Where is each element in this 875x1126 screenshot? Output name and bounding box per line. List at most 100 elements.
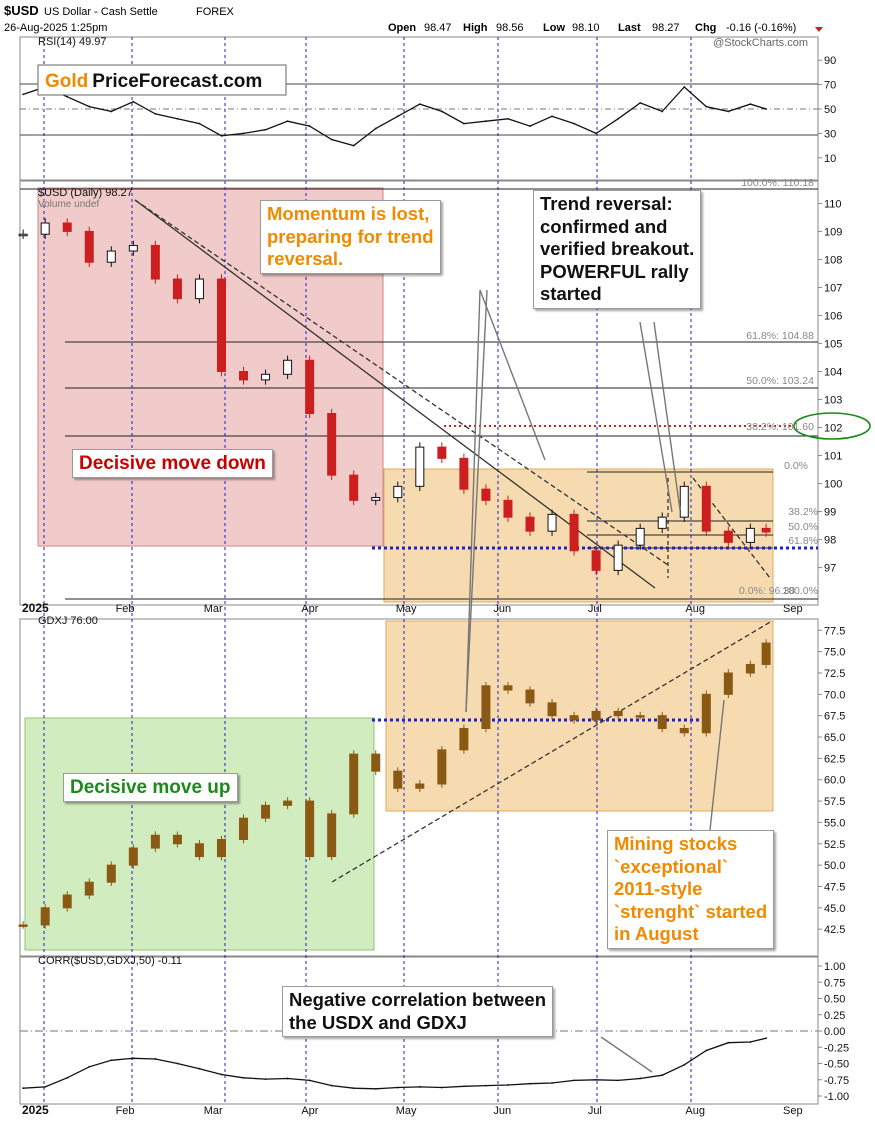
candle-body: [701, 485, 711, 532]
panel-title: GDXJ 76.00: [38, 615, 98, 627]
candle-body: [547, 513, 557, 532]
fibonacci-labels: 100.0%: 110.18 61.8%: 104.88 50.0%: 103.…: [739, 177, 818, 597]
corr-point: [661, 1074, 664, 1077]
fib-label-100-bottom: 100.0%: [782, 585, 818, 597]
y-tick-label: 50: [824, 104, 836, 116]
candle-body: [657, 516, 667, 529]
candle-body: [723, 672, 733, 695]
y-tick-label: 45.0: [824, 903, 845, 915]
rsi-point: [617, 117, 620, 120]
corr-line: [23, 1037, 767, 1090]
corr-point: [705, 1049, 708, 1052]
corr-point: [88, 1065, 91, 1068]
candle-body: [761, 642, 771, 665]
corr-point: [765, 1037, 768, 1040]
rsi-point: [308, 125, 311, 127]
candle-body: [84, 230, 94, 263]
axes: 10 30 50 70 90 97 98 99 100 101 102 103 104 105 106 107…: [22, 55, 849, 1117]
x-month-label: Aug: [685, 603, 705, 615]
rsi-point: [66, 95, 69, 98]
rsi-point: [485, 120, 487, 123]
candle-body: [481, 685, 491, 729]
y-tick-label: 47.5: [824, 881, 845, 893]
candle-body: [745, 527, 755, 543]
corr-point: [595, 1078, 598, 1081]
corr-point: [264, 1078, 267, 1080]
corr-point: [617, 1079, 620, 1082]
candle-body: [128, 847, 138, 866]
candle-body: [106, 250, 116, 263]
panel-title: RSI(14) 49.97: [38, 36, 106, 48]
rsi-point: [396, 115, 399, 118]
y-tick-label: 67.5: [824, 711, 845, 723]
candle-body: [547, 702, 557, 717]
fib-label-0-bottom: 0.0%: 96.38: [739, 585, 795, 597]
rsi-point: [198, 122, 201, 125]
corr-point: [529, 1082, 531, 1085]
y-tick-label: 60.0: [824, 775, 845, 787]
candle-body: [437, 749, 447, 785]
candle-body: [150, 244, 160, 280]
candle-body: [371, 497, 381, 501]
candle-body: [393, 770, 403, 789]
rsi-point: [573, 122, 575, 125]
rsi-point: [132, 100, 135, 103]
annotation-correlation: Negative correlation between the USDX and…: [282, 986, 554, 1038]
annotation-decisive-up: Decisive move up: [63, 773, 238, 803]
rsi-point: [529, 125, 531, 127]
corr-series: [22, 1037, 768, 1090]
y-tick-label: 100: [824, 479, 842, 491]
candle-body: [305, 359, 315, 415]
rsi-point: [154, 112, 157, 115]
candle-body: [503, 685, 513, 691]
corr-point: [132, 1057, 135, 1060]
y-tick-label: 77.5: [824, 625, 845, 637]
x-month-label: Mar: [204, 1105, 223, 1117]
candle-body: [128, 244, 138, 252]
candle-body: [239, 817, 249, 841]
y-tick-label: 57.5: [824, 796, 845, 808]
candle-body: [459, 727, 469, 751]
source-label: @StockCharts.com: [713, 37, 808, 49]
annotation-momentum: Momentum is lost, preparing for trend reve…: [260, 200, 441, 274]
logo-text: Gold PriceForecast.com: [45, 71, 262, 92]
x-month-label: Apr: [301, 603, 318, 615]
corr-point: [352, 1087, 355, 1090]
candle-body: [701, 693, 711, 734]
corr-point: [573, 1079, 575, 1082]
y-tick-label: 70: [824, 80, 836, 92]
candle-body: [40, 907, 50, 926]
candle-body: [371, 753, 381, 772]
candle-body: [761, 527, 771, 533]
candle-body: [18, 924, 28, 927]
corr-point: [551, 1082, 553, 1084]
gdxj-panel: [19, 618, 819, 957]
rsi-point: [220, 134, 223, 137]
corr-point: [286, 1077, 289, 1080]
header-exchange: FOREX: [196, 6, 235, 18]
candle-body: [679, 485, 689, 518]
candle-body: [745, 663, 755, 674]
x-month-label: May: [396, 603, 417, 615]
y-tick-label: 30: [824, 128, 836, 140]
y-tick-label: 65.0: [824, 732, 845, 744]
y-tick-label: 109: [824, 226, 842, 238]
candle-body: [327, 413, 337, 476]
candle-body: [393, 485, 403, 499]
rsi-point: [749, 103, 752, 106]
rsi-point: [352, 144, 355, 147]
rsi-point: [110, 110, 113, 113]
candle-body: [305, 800, 315, 858]
y-tick-label: 72.5: [824, 668, 845, 680]
candle-body: [62, 222, 72, 232]
fib-label-500: 50.0%: 103.24: [746, 375, 814, 387]
candle-body: [591, 550, 601, 571]
y-tick-label: 0.50: [824, 994, 845, 1006]
rsi-point: [765, 108, 768, 110]
corr-point: [220, 1073, 223, 1076]
fib-label-382: 38.2%: 101.60: [746, 421, 814, 433]
candle-body: [635, 715, 645, 718]
x-year-label: 2025: [22, 601, 49, 615]
